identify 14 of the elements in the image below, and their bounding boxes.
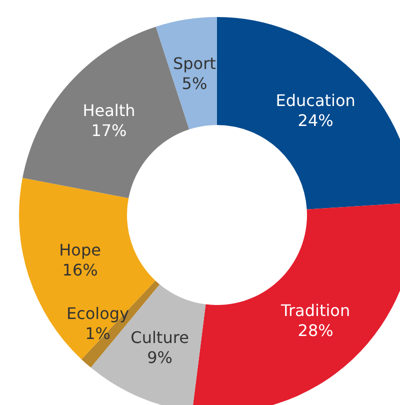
slice-label: Hope	[59, 240, 101, 260]
data-label: 5%	[182, 74, 208, 93]
data-label: 9%	[147, 348, 173, 368]
data-label: 28%	[298, 320, 334, 340]
data-label: 24%	[298, 111, 334, 130]
slice-label: Education	[276, 91, 356, 110]
data-label: 1%	[85, 324, 110, 344]
slice-label: Ecology	[66, 304, 130, 324]
slice-label: Health	[82, 100, 136, 120]
data-label: 17%	[91, 120, 127, 140]
slice-label: Sport	[172, 54, 216, 73]
slice-label: Tradition	[280, 300, 350, 320]
slice-label: Culture	[130, 328, 189, 348]
data-label: 16%	[62, 260, 98, 280]
